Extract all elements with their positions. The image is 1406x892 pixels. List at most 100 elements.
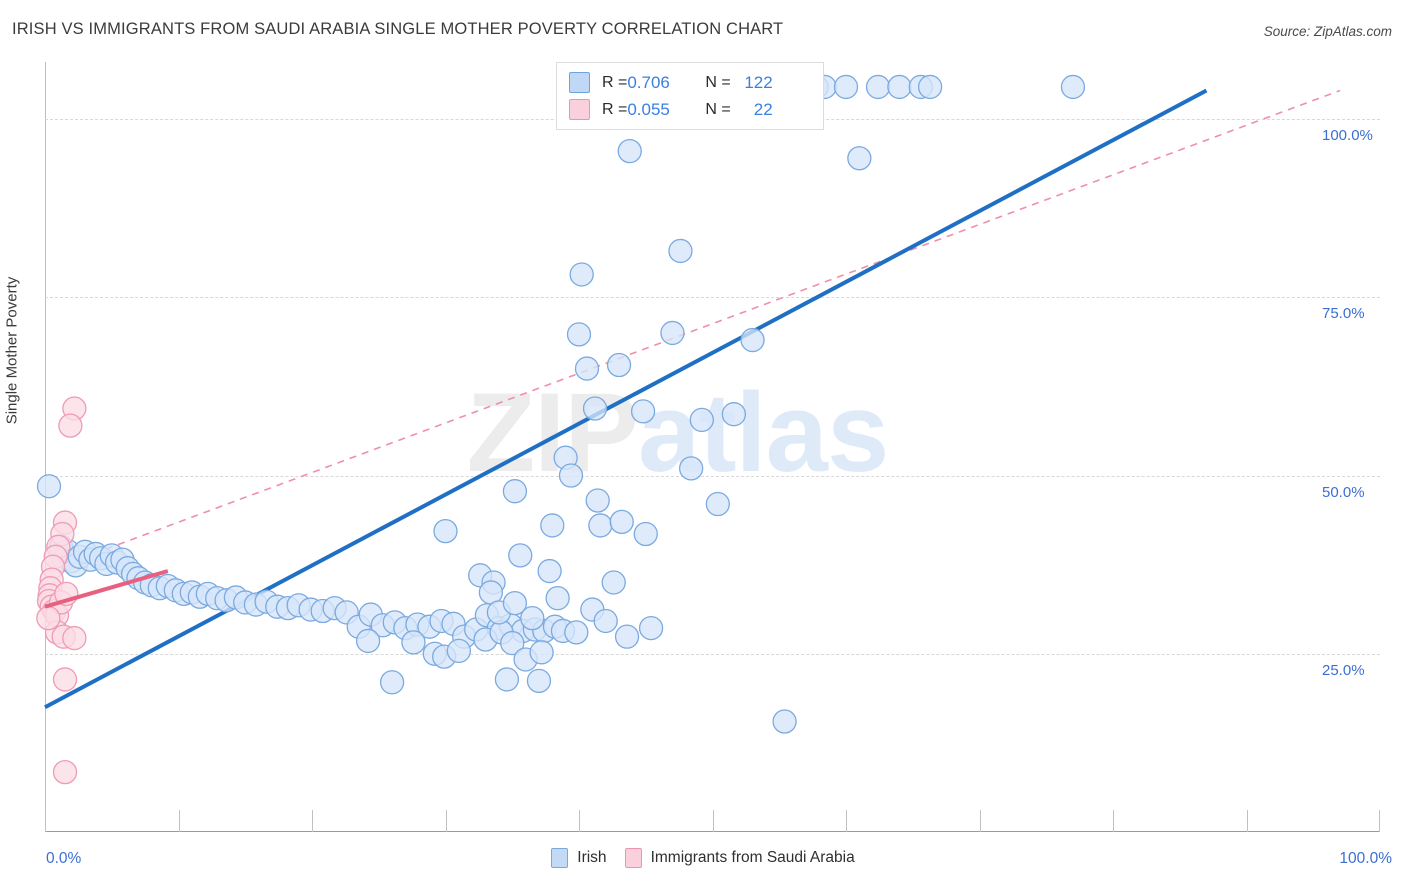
data-point [887,74,912,100]
data-point [633,521,658,547]
data-point [1060,74,1086,100]
r-value: 0.055 [627,99,670,119]
data-point [630,399,656,424]
x-axis-tick [712,810,714,832]
legend-entry-immigrants-from-saudi-arabia[interactable]: Immigrants from Saudi Arabia [624,848,855,868]
data-point [614,624,640,649]
pink-trendline-solid [44,569,169,609]
series-legend: Irish Immigrants from Saudi Arabia [0,848,1406,868]
data-point [606,352,632,378]
x-axis-tick [445,810,447,832]
data-point [446,638,472,664]
data-point [772,709,797,734]
x-axis-tick [579,810,580,832]
data-point [52,667,78,692]
x-axis-tick [1246,810,1248,832]
x-axis-tick [979,810,981,832]
n-value: 122 [744,72,773,92]
data-point [564,620,589,645]
data-point [689,407,714,433]
legend-label: Immigrants from Saudi Arabia [650,849,855,866]
data-point [558,463,584,488]
x-axis-max-label: 100.0% [1339,850,1392,867]
stats-swatch-pink [569,99,590,120]
data-point [545,585,570,611]
x-axis-tick [846,810,847,832]
data-point [502,479,528,504]
data-point [617,138,642,164]
gridline [45,475,1380,477]
data-point [502,590,528,616]
data-point [379,670,405,695]
plot-area: ZIPatlas [36,62,1380,832]
data-point [588,513,613,538]
x-axis-tick [178,810,180,832]
data-point [36,474,62,499]
blue-trendline [44,88,1208,709]
data-point [721,402,747,427]
data-point [433,518,458,544]
n-label: N = [705,100,731,118]
legend-swatch-blue [551,848,569,868]
series-irish [36,74,1086,734]
data-point [740,327,765,353]
data-point [638,615,664,641]
data-point [865,74,891,100]
data-point [833,74,859,100]
legend-entry-irish[interactable]: Irish [551,848,607,868]
data-point [585,488,610,513]
data-point [62,625,87,651]
x-axis-min-label: 0.0% [46,850,82,867]
n-value: 22 [753,99,773,119]
correlation-stats-legend: R = 0.706 N = 122 R = 0.055 N = 22 [556,62,824,130]
data-point [537,558,562,584]
data-point [678,456,704,481]
stats-row: R = 0.055 N = 22 [569,96,813,123]
x-axis-tick [1113,810,1114,832]
legend-swatch-pink [624,848,642,868]
y-axis-tick-label: 100.0% [1322,127,1373,145]
scatter-plot-svg [36,74,1341,785]
data-point [847,146,872,171]
data-point [917,74,943,100]
y-axis-tick-label: 75.0% [1322,305,1365,323]
legend-label: Irish [577,849,607,866]
data-point [566,322,592,347]
gridline [45,653,1380,655]
data-point [500,630,525,656]
data-point [520,605,545,631]
data-point [508,543,533,568]
x-axis-tick [312,810,313,832]
y-axis-tick-label: 50.0% [1322,483,1365,501]
r-label: R = [602,73,628,91]
y-axis-title: Single Mother Poverty [3,276,21,425]
data-point [401,630,426,655]
y-axis-line [45,62,46,832]
page-title: IRISH VS IMMIGRANTS FROM SAUDI ARABIA SI… [12,20,784,38]
data-point [58,413,83,438]
data-point [526,668,552,694]
data-point [36,605,61,631]
data-point [582,396,608,421]
data-point [540,513,565,538]
data-point [52,759,78,785]
data-point [609,509,634,535]
stats-row: R = 0.706 N = 122 [569,69,813,96]
y-axis-tick-label: 25.0% [1322,661,1365,679]
source-attribution: Source: ZipAtlas.com [1263,24,1392,39]
stats-swatch-blue [569,72,590,93]
data-point [705,491,730,517]
pink-trendline-dashed [44,89,1341,573]
series-immigrants-from-saudi-arabia [36,396,87,785]
data-point [660,320,685,346]
data-point [601,570,626,595]
r-label: R = [602,100,628,118]
data-point [574,356,600,381]
x-axis-tick [1379,810,1380,832]
data-point [494,667,520,692]
data-point [355,628,381,654]
x-axis-tick [45,810,46,832]
data-point [668,238,693,264]
data-point [569,262,594,287]
